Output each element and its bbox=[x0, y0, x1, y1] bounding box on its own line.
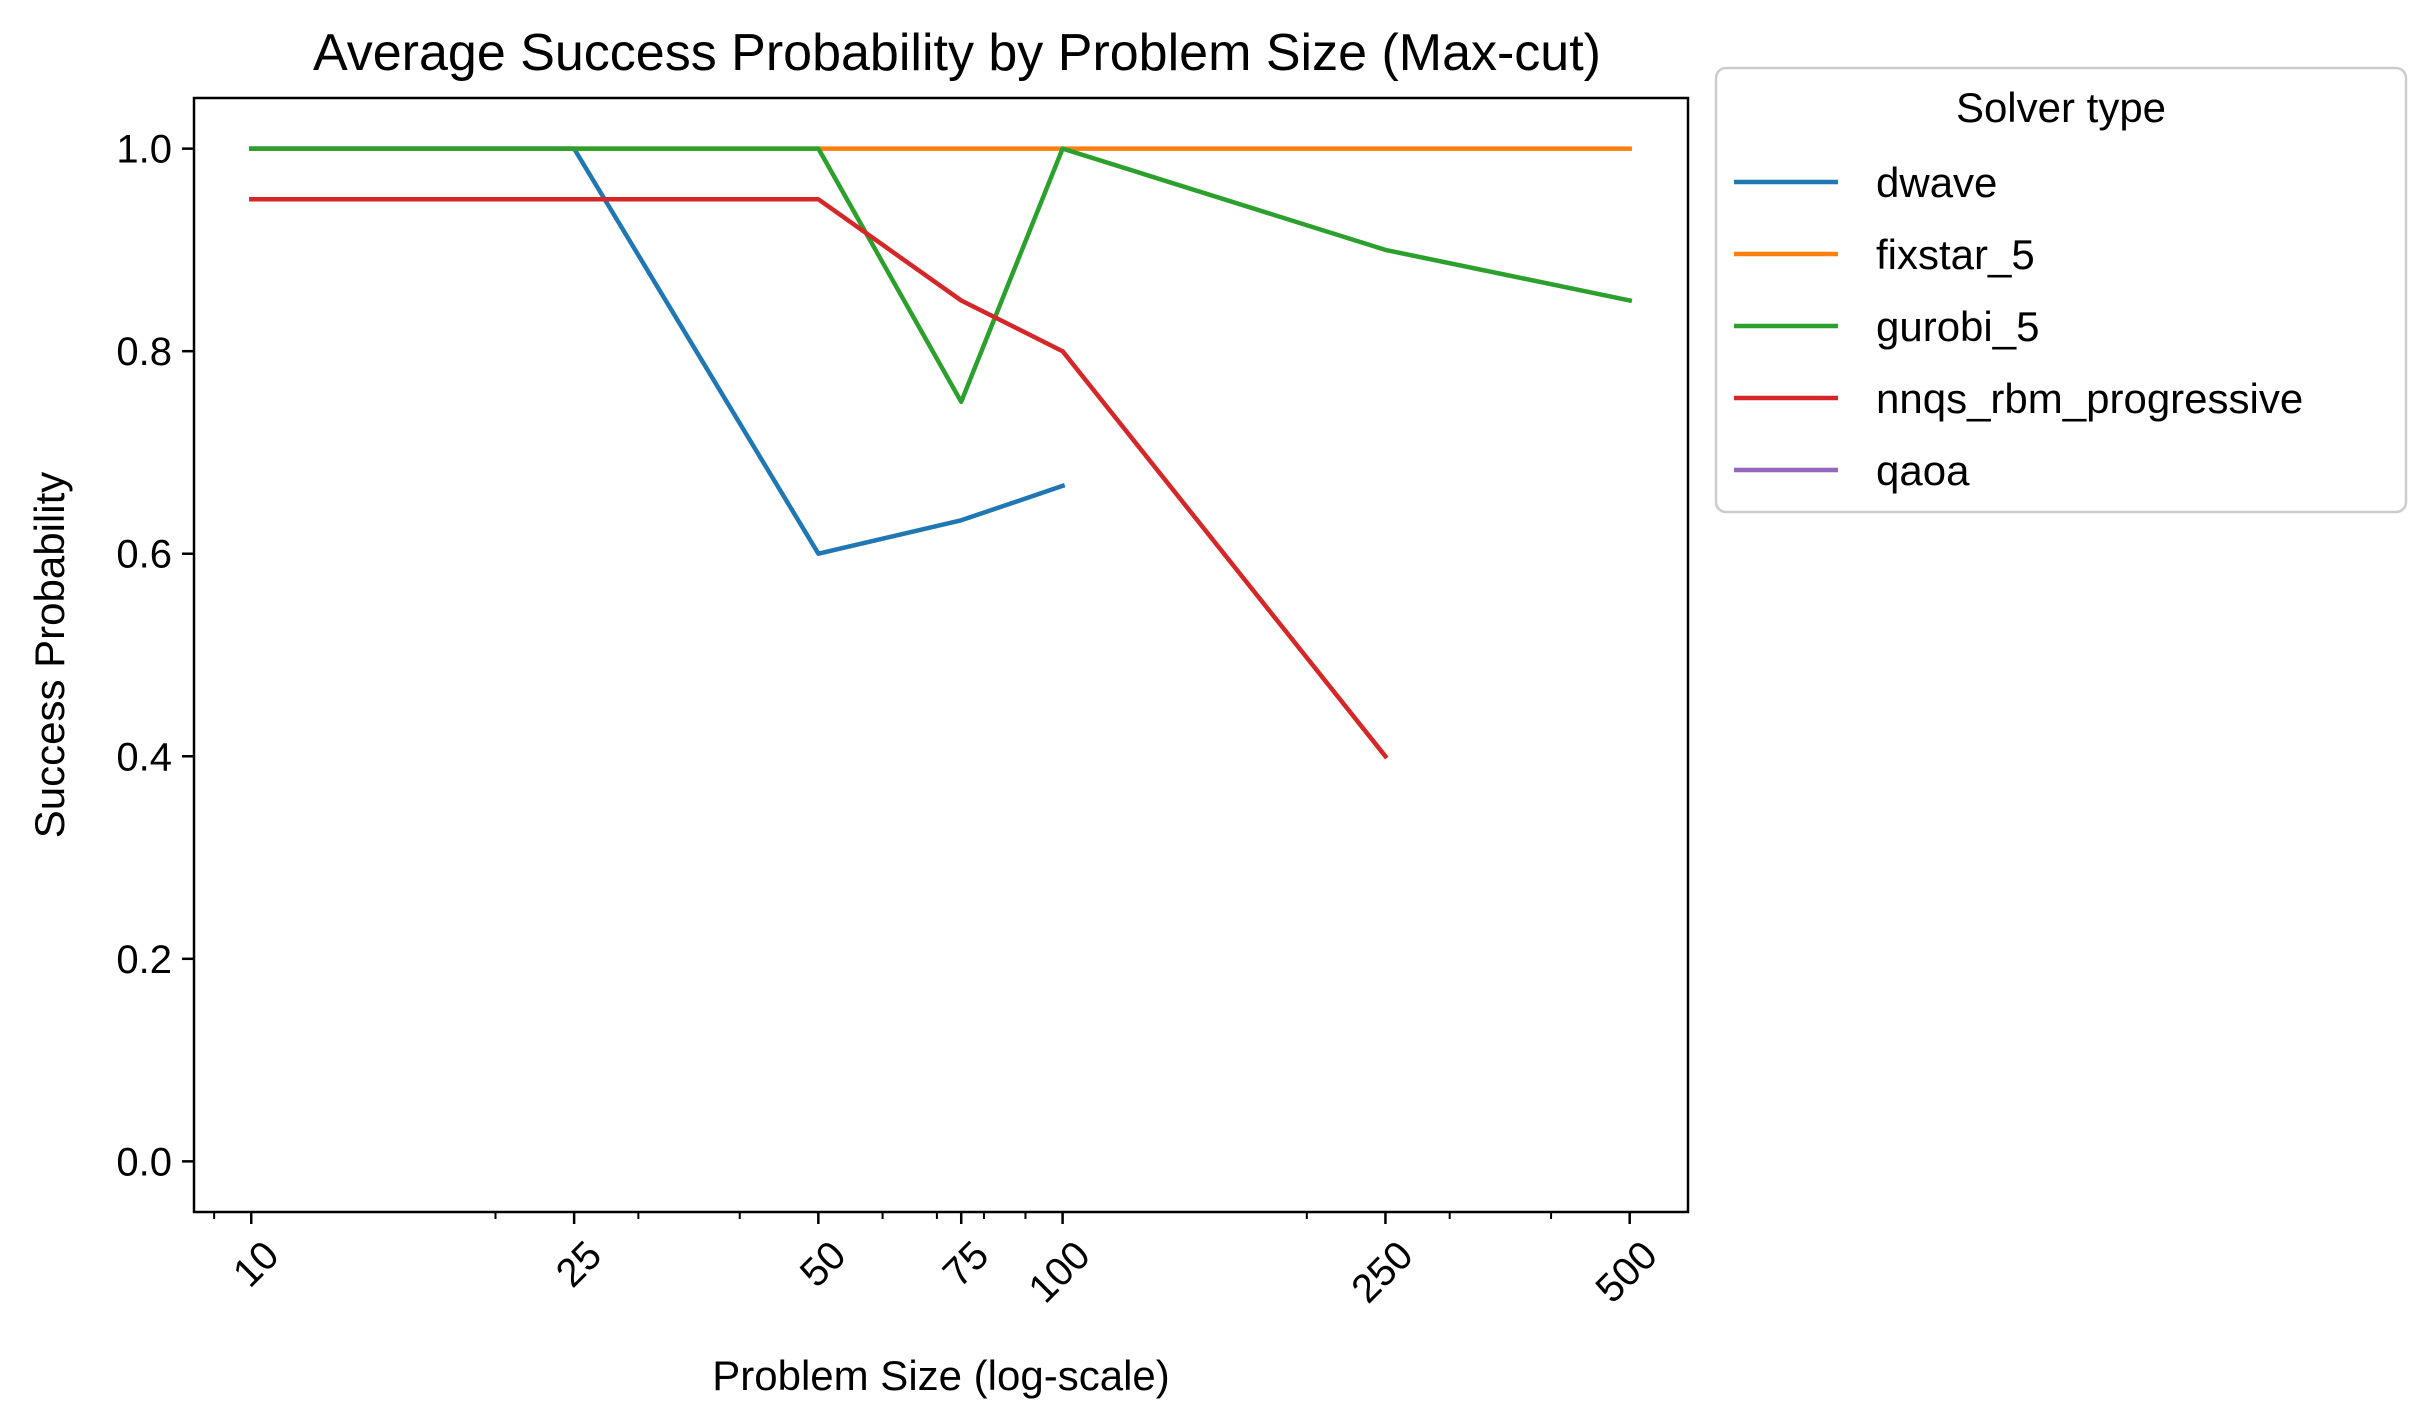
y-tick-label: 0.0 bbox=[116, 1140, 172, 1184]
x-tick-label: 100 bbox=[1020, 1233, 1098, 1311]
series-line-dwave bbox=[249, 146, 1066, 556]
x-tick-label: 500 bbox=[1588, 1233, 1666, 1311]
y-tick-label: 0.6 bbox=[116, 533, 172, 577]
legend-label-gurobi_5: gurobi_5 bbox=[1876, 303, 2039, 350]
x-tick-label: 75 bbox=[935, 1233, 998, 1296]
y-tick-label: 0.4 bbox=[116, 735, 172, 779]
legend-items: dwave fixstar_5 gurobi_5 nnqs_rbm_progressi… bbox=[1734, 159, 2303, 494]
y-axis: 0.0 0.2 0.4 0.6 0.8 1.0 bbox=[116, 128, 194, 1184]
plot-area bbox=[249, 146, 1633, 760]
chart-title: Average Success Probability by Problem S… bbox=[313, 24, 1601, 82]
legend-label-qaoa: qaoa bbox=[1876, 447, 1970, 494]
series-line-nnqs_rbm_progressive bbox=[249, 197, 1389, 760]
y-tick-label: 1.0 bbox=[116, 128, 172, 172]
legend-label-nnqs_rbm_progressive: nnqs_rbm_progressive bbox=[1876, 375, 2303, 422]
series-line-gurobi_5 bbox=[249, 146, 1633, 405]
x-axis-label: Problem Size (log-scale) bbox=[712, 1352, 1170, 1399]
y-tick-label: 0.8 bbox=[116, 330, 172, 374]
x-tick-label: 10 bbox=[225, 1233, 288, 1296]
x-axis: 10 25 50 75 100 250 500 bbox=[213, 1212, 1666, 1311]
legend-label-fixstar_5: fixstar_5 bbox=[1876, 231, 2035, 278]
y-tick-label: 0.2 bbox=[116, 938, 172, 982]
x-tick-label: 250 bbox=[1343, 1233, 1421, 1311]
plot-frame bbox=[192, 96, 1690, 1214]
legend-title: Solver type bbox=[1956, 84, 2166, 131]
legend-box bbox=[1714, 66, 2408, 514]
x-tick-label: 25 bbox=[548, 1233, 611, 1296]
x-tick-label: 50 bbox=[792, 1233, 855, 1296]
legend-label-dwave: dwave bbox=[1876, 159, 1997, 206]
legend: Solver type dwave fixstar_5 gurobi_5 nnqs_r… bbox=[1714, 66, 2408, 514]
y-axis-label: Success Probability bbox=[26, 472, 73, 839]
